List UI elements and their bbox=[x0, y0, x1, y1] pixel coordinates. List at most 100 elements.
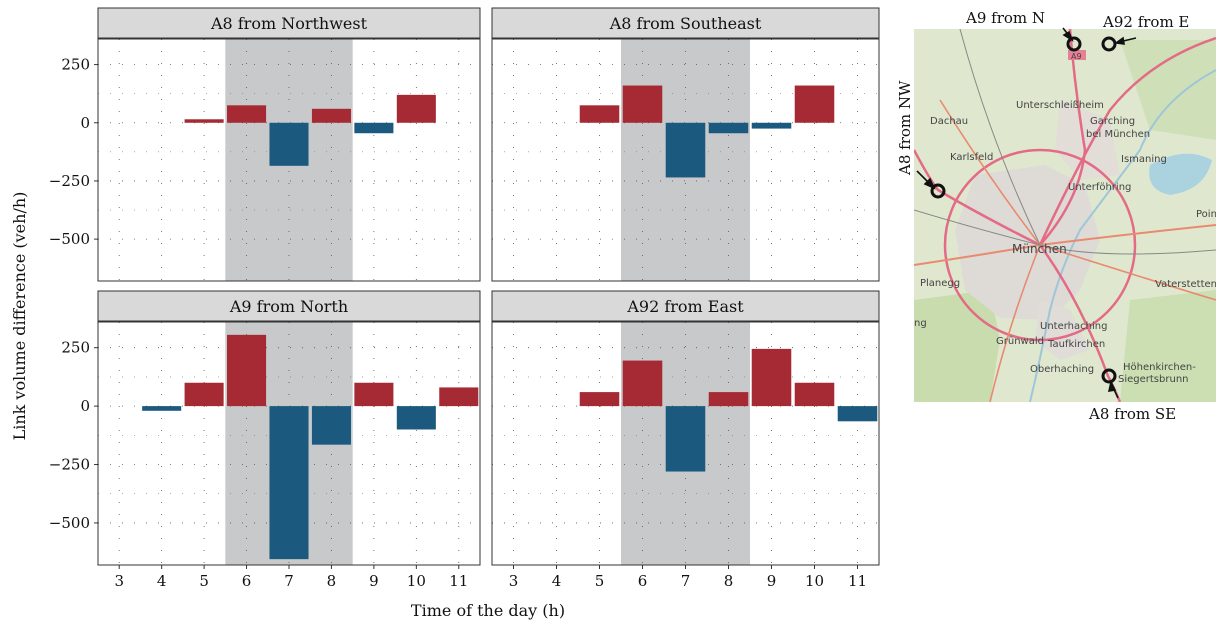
map-label-a8-northwest: A8 from NW bbox=[896, 80, 914, 176]
arrowhead-a8-northwest bbox=[923, 177, 936, 190]
y-tick-label: 0 bbox=[80, 114, 90, 132]
panel-title: A8 from Northwest bbox=[210, 14, 368, 33]
place-unterhaching: Unterhaching bbox=[1040, 321, 1107, 332]
arrowhead-a8-southeast bbox=[1107, 379, 1117, 392]
bar-hour-7 bbox=[665, 122, 706, 178]
place-garching: Garching bbox=[1090, 116, 1135, 127]
place-vaterstetten: Vaterstetten bbox=[1155, 279, 1217, 290]
bar-hour-5 bbox=[184, 382, 224, 407]
panel-strip bbox=[97, 7, 481, 39]
place-dachau: Dachau bbox=[930, 116, 968, 127]
panel-strip bbox=[491, 7, 880, 39]
x-tick-label: 7 bbox=[681, 572, 691, 590]
y-tick-label: 250 bbox=[61, 56, 90, 74]
bar-hour-8 bbox=[708, 122, 749, 134]
x-tick-label: 4 bbox=[552, 572, 562, 590]
bar-hour-10 bbox=[794, 382, 835, 407]
place-ng: ng bbox=[914, 318, 927, 329]
place-karlsfeld: Karlsfeld bbox=[950, 152, 993, 163]
y-tick-label: 0 bbox=[80, 397, 90, 415]
y-tick-label: −250 bbox=[49, 456, 90, 474]
place-unterschleissheim: Unterschleißheim bbox=[1016, 100, 1104, 111]
marker-a9-north bbox=[1066, 36, 1082, 52]
map-road-a92 bbox=[1038, 36, 1216, 246]
panel-2: A8 from Southeast bbox=[491, 7, 880, 282]
arrowhead-a92-east bbox=[1113, 36, 1125, 45]
x-tick-label: 10 bbox=[407, 572, 426, 590]
map-road-a8-nw bbox=[914, 149, 1041, 247]
bar-hour-5 bbox=[579, 105, 620, 123]
arrowhead-a9-north bbox=[1062, 30, 1074, 42]
map-lake bbox=[1149, 153, 1212, 195]
panel-border bbox=[491, 38, 880, 282]
bar-hour-10 bbox=[794, 85, 835, 123]
place-siegertsbrunn: Siegertsbrunn bbox=[1118, 374, 1189, 385]
place-oberhaching: Oberhaching bbox=[1030, 364, 1094, 375]
bar-hour-10 bbox=[396, 406, 436, 430]
y-tick-label: 250 bbox=[61, 339, 90, 357]
y-tick-label: −500 bbox=[49, 230, 90, 248]
place-bei-muenchen: bei München bbox=[1086, 129, 1150, 140]
bar-hour-8 bbox=[311, 406, 351, 445]
map-label-a9-north: A9 from N bbox=[965, 9, 1045, 27]
bar-hour-7 bbox=[665, 406, 706, 472]
panel-3: A9 from North 250 0 −250 −500 3 4 5 6 7 8 9 10 11 bbox=[49, 290, 481, 590]
x-tick-label: 11 bbox=[449, 572, 468, 590]
panel-strip bbox=[491, 290, 880, 322]
panel-title: A9 from North bbox=[229, 297, 348, 316]
panel-1: A8 from Northwest 250 0 −250 −500 bbox=[49, 7, 481, 282]
faceted-bar-chart: A8 from Northwest 250 0 −250 −500 A8 from Sou… bbox=[49, 7, 880, 590]
x-tick-label: 4 bbox=[157, 572, 167, 590]
map-label-a92-east: A92 from E bbox=[1102, 13, 1189, 31]
bar-hour-11 bbox=[837, 406, 878, 422]
x-tick-label: 6 bbox=[242, 572, 252, 590]
map-road-south bbox=[989, 244, 1041, 402]
map-road-a9 bbox=[1039, 29, 1087, 246]
bar-hour-5 bbox=[579, 392, 620, 407]
map-forest-se bbox=[1120, 290, 1216, 402]
map-railway-2 bbox=[959, 29, 1041, 246]
bar-hour-7 bbox=[269, 406, 309, 560]
x-tick-label: 5 bbox=[199, 572, 209, 590]
map-river bbox=[1029, 69, 1216, 402]
bar-hour-6 bbox=[622, 85, 663, 123]
x-tick-label: 11 bbox=[848, 572, 867, 590]
x-tick-label: 10 bbox=[805, 572, 824, 590]
panel-title: A92 from East bbox=[626, 297, 744, 316]
panel-strip bbox=[97, 290, 481, 322]
place-unterfoehring: Unterföhring bbox=[1068, 182, 1131, 193]
a9-shield-label: A9 bbox=[1071, 52, 1082, 61]
place-muenchen: München bbox=[1012, 242, 1067, 256]
map-railway-1 bbox=[914, 209, 1216, 255]
place-gruenwald: Grünwald bbox=[996, 336, 1044, 347]
munich-map: Unterschleißheim Dachau Garching bei Mün… bbox=[896, 9, 1217, 423]
marker-a92-east bbox=[1101, 36, 1117, 52]
map-motorway-ring bbox=[943, 148, 1137, 342]
place-ismaning: Ismaning bbox=[1121, 154, 1167, 165]
bar-hour-7 bbox=[269, 122, 309, 166]
x-tick-label: 9 bbox=[369, 572, 379, 590]
y-tick-label: −250 bbox=[49, 172, 90, 190]
x-tick-label: 9 bbox=[767, 572, 777, 590]
bar-hour-9 bbox=[354, 122, 394, 134]
bar-hour-10 bbox=[396, 94, 436, 123]
a9-shield bbox=[1068, 50, 1086, 60]
x-tick-label: 7 bbox=[284, 572, 294, 590]
y-tick-label: −500 bbox=[49, 514, 90, 532]
bar-hour-6 bbox=[227, 105, 267, 123]
panel-title: A8 from Southeast bbox=[609, 14, 762, 33]
bar-hour-8 bbox=[708, 392, 749, 407]
map-road-dachau bbox=[939, 99, 1041, 246]
place-taufkirchen: Taufkirchen bbox=[1047, 339, 1105, 350]
y-axis-title: Link volume difference (veh/h) bbox=[10, 192, 29, 441]
x-tick-label: 5 bbox=[595, 572, 605, 590]
place-planegg: Planegg bbox=[920, 278, 960, 289]
marker-a8-northwest bbox=[930, 183, 946, 199]
bar-hour-9 bbox=[354, 382, 394, 407]
x-tick-label: 6 bbox=[638, 572, 648, 590]
bar-hour-9 bbox=[751, 122, 792, 129]
bar-hour-9 bbox=[751, 348, 792, 407]
x-tick-label: 3 bbox=[114, 572, 124, 590]
panel-border bbox=[97, 38, 481, 282]
x-tick-label: 8 bbox=[724, 572, 734, 590]
